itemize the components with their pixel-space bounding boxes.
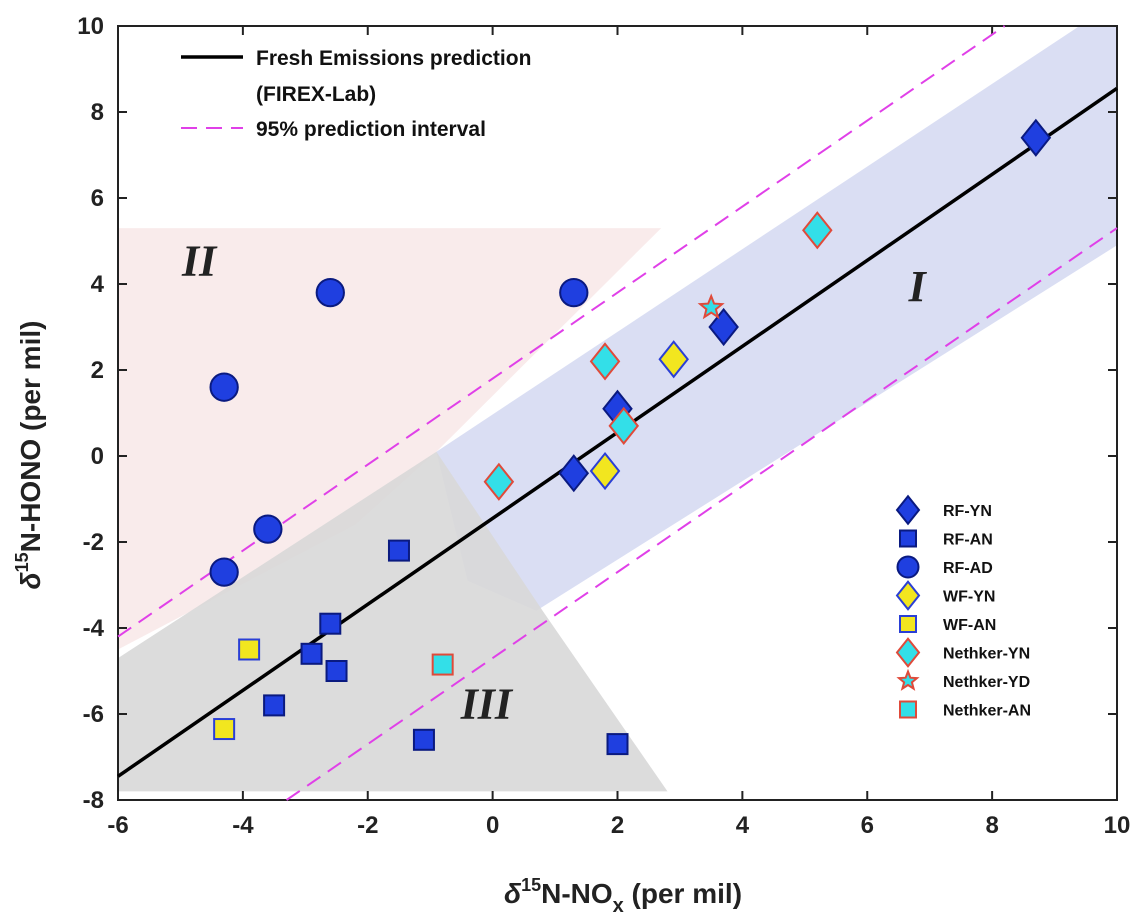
legend-swatch-nethker-yd (896, 668, 920, 691)
y-tick-label: 2 (91, 357, 104, 384)
y-tick-label: -6 (83, 701, 104, 728)
legend-swatch-wf-yn (895, 580, 921, 611)
legend-label-nethker-yd: Nethker-YD (943, 674, 1030, 691)
x-tick-label: -4 (232, 812, 254, 839)
y-tick-label: 6 (91, 185, 104, 212)
legend-swatch-rf-yn (895, 494, 921, 526)
point-rf-ad (559, 277, 589, 308)
legend-swatch-wf-an (899, 615, 917, 633)
region-iii-band (118, 451, 668, 792)
legend-label-nethker-yn: Nethker-YN (943, 646, 1030, 663)
legend-interval-label: 95% prediction interval (256, 118, 486, 141)
y-tick-label: 0 (91, 443, 104, 470)
x-tick-label: 10 (1104, 812, 1131, 839)
point-rf-yn (708, 307, 739, 347)
point-nethker-an (431, 653, 454, 676)
point-rf-yn (558, 454, 590, 493)
marker-legend: RF-YN RF-AN RF-AD WF-YN WF-AN Nethker-YN Nethk… (895, 494, 1031, 720)
legend-swatch-nethker-yn (895, 637, 921, 668)
legend-swatch-nethker-an (899, 700, 917, 719)
x-tick-label: 2 (611, 812, 624, 839)
point-nethker-yn (589, 342, 621, 381)
legend-swatch-rf-ad (896, 555, 920, 579)
y-tick-label: 10 (77, 13, 104, 40)
x-tick-label: 6 (861, 812, 874, 839)
legend-label-nethker-an: Nethker-AN (943, 703, 1031, 720)
region-label-iii: III (460, 679, 514, 728)
point-rf-an (412, 728, 435, 751)
y-tick-label: 8 (91, 99, 104, 126)
y-axis-label: δ15N-HONO (per mil) (12, 321, 46, 590)
point-rf-an (325, 660, 348, 682)
legend-fit-line-label-2: (FIREX-Lab) (256, 83, 376, 106)
x-tick-label: -6 (107, 812, 128, 839)
point-rf-ad (253, 514, 283, 544)
lower-prediction-interval-line (286, 227, 1118, 801)
point-rf-ad (315, 277, 345, 308)
legend-swatch-rf-an (899, 529, 917, 548)
point-rf-yn (1020, 118, 1052, 157)
region-label-ii: II (181, 236, 218, 285)
x-tick-label: -2 (357, 812, 378, 839)
point-rf-ad (209, 372, 239, 402)
x-tick-label: 0 (486, 812, 499, 839)
point-rf-an (606, 733, 629, 756)
data-markers (209, 118, 1052, 756)
legend-label-wf-yn: WF-YN (943, 589, 995, 606)
legend-fit-line-label: Fresh Emissions prediction (256, 47, 531, 70)
point-nethker-yn (802, 211, 833, 250)
line-legend: Fresh Emissions prediction (FIREX-Lab) 9… (181, 47, 531, 141)
point-wf-an (213, 718, 236, 741)
point-nethker-yn (483, 462, 515, 501)
point-nethker-yd (697, 293, 725, 320)
x-tick-label: 4 (736, 812, 750, 839)
point-rf-an (263, 694, 286, 717)
legend-label-wf-an: WF-AN (943, 617, 996, 634)
legend-label-rf-an: RF-AN (943, 532, 993, 549)
y-tick-label: -2 (83, 529, 104, 556)
legend-label-rf-yn: RF-YN (943, 503, 992, 520)
point-rf-an (300, 642, 323, 665)
region-label-i: I (908, 262, 928, 311)
point-rf-an (387, 539, 410, 562)
x-tick-label: 8 (985, 812, 998, 839)
point-wf-yn (658, 340, 689, 379)
x-axis-label: δ15N-NOx (per mil) (504, 875, 742, 917)
y-tick-label: -8 (83, 787, 104, 814)
point-rf-ad (209, 557, 239, 587)
point-nethker-yn (608, 406, 640, 446)
point-wf-yn (589, 451, 621, 491)
y-tick-label: 4 (91, 271, 105, 298)
point-wf-an (238, 638, 261, 661)
point-rf-an (319, 612, 342, 635)
legend-label-rf-ad: RF-AD (943, 560, 993, 577)
y-tick-label: -4 (83, 615, 105, 642)
